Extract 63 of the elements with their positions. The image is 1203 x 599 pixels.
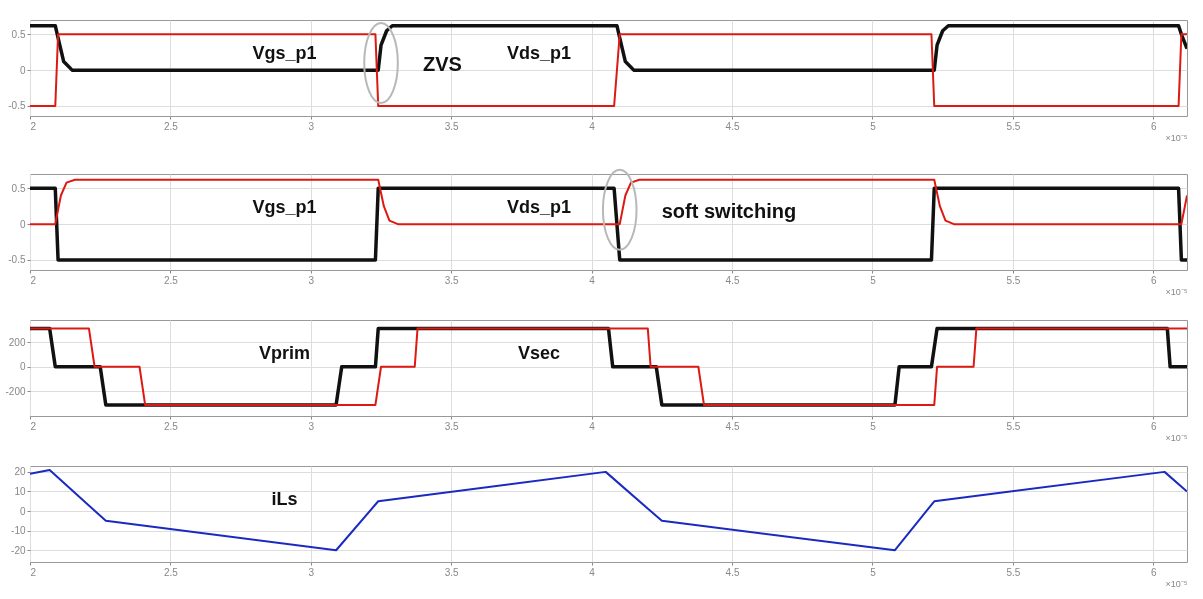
x-tick-label: 4.5: [725, 420, 740, 432]
x-axis-title: ×10⁻⁵: [1165, 578, 1188, 589]
y-tick-label: 0.5: [11, 182, 26, 194]
y-tick-label: 200: [8, 336, 26, 348]
x-tick-label: 6: [1151, 420, 1158, 432]
y-tick-label: 0.5: [11, 28, 26, 40]
x-tick-label: 3: [308, 120, 315, 132]
x-tick-label: 3.5: [444, 420, 460, 432]
annotation: Vds_p1: [507, 42, 572, 63]
x-tick-label: 2.5: [163, 274, 179, 286]
x-tick-label: 3.5: [444, 120, 460, 132]
y-tick-label: 0: [19, 361, 26, 373]
annotation: Vprim: [259, 342, 311, 363]
x-tick-label: 4: [589, 120, 596, 132]
x-tick-label: 3: [308, 566, 315, 578]
x-tick-label: 4.5: [725, 566, 740, 578]
x-tick-label: 2.5: [163, 120, 179, 132]
x-tick-label: 5: [870, 566, 877, 578]
x-axis-title: ×10⁻⁵: [1165, 432, 1188, 443]
x-tick-label: 2: [30, 566, 37, 578]
x-tick-label: 4.5: [725, 274, 740, 286]
x-tick-label: 5: [870, 120, 877, 132]
x-tick-label: 4: [589, 274, 596, 286]
x-tick-label: 6: [1151, 274, 1158, 286]
x-tick-label: 5: [870, 420, 877, 432]
annotation: ZVS: [423, 52, 462, 75]
y-tick-label: 20: [14, 466, 26, 478]
x-tick-label: 2: [30, 274, 37, 286]
x-tick-label: 3.5: [444, 274, 460, 286]
x-tick-label: 4: [589, 566, 596, 578]
y-tick-label: -10: [11, 525, 26, 537]
x-tick-label: 5: [870, 274, 877, 286]
annotation: Vgs_p1: [252, 196, 317, 217]
x-axis-title: ×10⁻⁵: [1165, 286, 1188, 297]
y-tick-label: -0.5: [8, 254, 26, 266]
x-tick-label: 5.5: [1006, 420, 1021, 432]
x-tick-label: 4.5: [725, 120, 740, 132]
y-tick-label: -0.5: [8, 100, 26, 112]
x-tick-label: 6: [1151, 566, 1158, 578]
x-tick-label: 2.5: [163, 566, 179, 578]
y-tick-label: 0: [19, 218, 26, 230]
y-tick-label: 0: [19, 505, 26, 517]
annotation: iLs: [271, 488, 298, 509]
x-axis-title: ×10⁻⁵: [1165, 132, 1188, 143]
annotation: Vsec: [518, 342, 561, 363]
y-tick-label: 10: [14, 485, 26, 497]
x-tick-label: 2.5: [163, 420, 179, 432]
x-tick-label: 3: [308, 274, 315, 286]
y-tick-label: -200: [5, 385, 26, 397]
x-tick-label: 5.5: [1006, 274, 1021, 286]
x-tick-label: 2: [30, 120, 37, 132]
x-tick-label: 5.5: [1006, 120, 1021, 132]
x-tick-label: 5.5: [1006, 566, 1021, 578]
annotation: soft switching: [661, 199, 797, 222]
x-tick-label: 2: [30, 420, 37, 432]
x-tick-label: 6: [1151, 120, 1158, 132]
x-tick-label: 3: [308, 420, 315, 432]
y-tick-label: -20: [11, 544, 26, 556]
annotation: Vgs_p1: [252, 42, 317, 63]
annotation: Vds_p1: [507, 196, 572, 217]
x-tick-label: 4: [589, 420, 596, 432]
y-tick-label: 0: [19, 64, 26, 76]
x-tick-label: 3.5: [444, 566, 460, 578]
